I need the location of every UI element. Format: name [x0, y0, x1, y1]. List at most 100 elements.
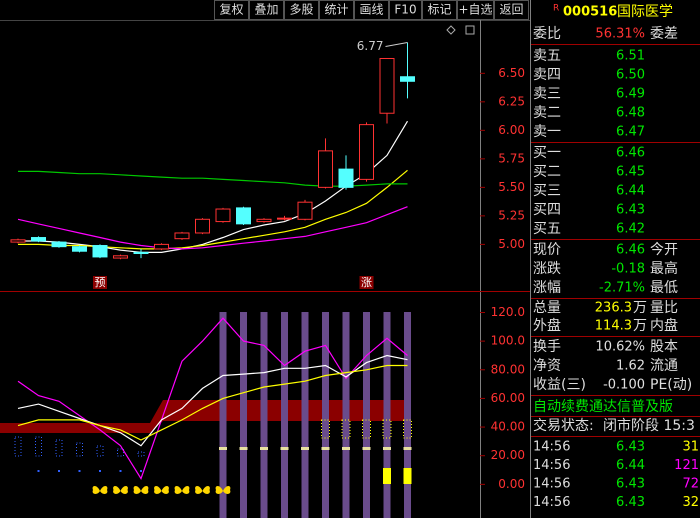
signal-box: [93, 276, 107, 289]
signal-label: 预: [95, 276, 106, 289]
row-label: 委比: [533, 26, 561, 42]
row-unit: 万: [633, 300, 647, 316]
promo-banner[interactable]: 自动续费通达信普及版: [533, 398, 673, 415]
row-label: 净资: [533, 358, 561, 374]
candle-body: [277, 217, 292, 220]
row-value: -0.100: [603, 378, 645, 393]
moving-average: [17, 206, 408, 250]
candle-body: [51, 241, 67, 248]
trade-time: 14:56: [533, 440, 570, 455]
row-label: 卖一: [533, 124, 561, 140]
y-tick-label: 5.25: [498, 208, 525, 222]
row-value: 6.51: [616, 49, 645, 64]
candle-body: [72, 246, 87, 252]
indicator-pane: 120.0 100.0 80.00 60.00 40.00 20.00 0.00: [0, 305, 525, 518]
toolbar-button[interactable]: [457, 0, 494, 20]
toolbar-button[interactable]: [354, 0, 389, 20]
signal-tick: [280, 447, 289, 450]
toolbar: 复权 叠加 多股 统计 画线 F10 标记 +自选 返回: [214, 0, 529, 20]
toolbar-label[interactable]: 返回: [499, 3, 523, 17]
toolbar-label[interactable]: 复权: [219, 3, 243, 17]
row-value: -2.71%: [599, 281, 645, 296]
moving-average: [18, 120, 409, 253]
toolbar-button[interactable]: [249, 0, 284, 20]
toolbar-label[interactable]: 统计: [324, 3, 348, 17]
candle-body: [318, 150, 333, 188]
butterfly-icon: [92, 486, 108, 494]
signal-tick: [403, 447, 412, 450]
candle-body: [400, 76, 415, 82]
candle-body: [31, 237, 46, 242]
row-unit: 万: [633, 318, 647, 334]
row-value: 6.46: [616, 243, 645, 258]
square-icon[interactable]: [465, 25, 475, 35]
candle-body: [174, 232, 190, 240]
candle-body: [195, 218, 210, 234]
butterfly-icon: [113, 486, 128, 494]
trade-time: 14:56: [533, 495, 570, 510]
signal-column: [322, 312, 329, 518]
signal-column: [383, 312, 391, 518]
toolbar-label[interactable]: +自选: [458, 3, 492, 17]
row-extra: PE(动): [650, 377, 692, 393]
moving-average: [18, 169, 408, 250]
y-tick-label: 6.25: [498, 94, 525, 108]
toolbar-label[interactable]: 标记: [427, 3, 451, 17]
status-label: 交易状态:: [533, 417, 594, 434]
dotted-box: [403, 419, 412, 439]
row-extra: 最高: [650, 260, 678, 277]
price-pane: 6.50 6.25 6.00 5.75 5.50 5.25 5.00 预 涨 6.77: [10, 39, 525, 289]
toolbar-button[interactable]: [214, 0, 249, 20]
row-extra: 委差: [650, 26, 678, 42]
dotted-box: [341, 419, 351, 439]
row-label: 涨幅: [533, 280, 561, 296]
y-tick-label: 0.00: [498, 477, 525, 491]
y-tick-label: 6.50: [498, 66, 525, 80]
row-label: 卖五: [533, 48, 561, 64]
row-label: 买一: [533, 145, 561, 161]
toolbar-label[interactable]: 叠加: [254, 3, 278, 17]
candle-body: [133, 251, 149, 255]
trade-volume: 72: [682, 477, 699, 492]
row-label: 外盘: [533, 317, 561, 334]
row-value: 6.42: [616, 222, 645, 237]
signal-tick: [342, 447, 350, 450]
row-value: 6.45: [616, 165, 645, 180]
signal-column: [260, 312, 268, 518]
high-label: 6.77: [357, 39, 384, 53]
candle-body: [92, 245, 108, 258]
trade-volume: 121: [674, 458, 699, 473]
signal-column: [342, 312, 350, 518]
diamond-icon[interactable]: [446, 25, 456, 35]
row-value: -0.18: [611, 262, 645, 277]
volume-block: [403, 468, 412, 484]
toolbar-button[interactable]: [284, 0, 319, 20]
toolbar-label[interactable]: F10: [394, 3, 416, 17]
toolbar-button[interactable]: [319, 0, 354, 20]
row-label: 卖四: [533, 67, 561, 83]
toolbar-button[interactable]: [494, 0, 529, 20]
signal-column: [363, 312, 370, 518]
blue-box: [117, 448, 124, 457]
toolbar-label[interactable]: 画线: [359, 3, 383, 17]
trade-time: 14:56: [533, 458, 570, 473]
signal-column: [281, 312, 288, 518]
signal-column: [219, 312, 227, 518]
y-tick-label: 5.50: [498, 180, 525, 194]
toolbar-button[interactable]: [422, 0, 457, 20]
candle-body: [359, 124, 374, 180]
butterfly-icon: [215, 486, 231, 494]
dotted-box: [382, 419, 392, 439]
signal-box: [359, 276, 374, 289]
toolbar-label[interactable]: 多股: [289, 3, 313, 17]
row-label: 现价: [533, 242, 561, 258]
dotted-box: [321, 419, 330, 439]
y-tick-label: 5.00: [498, 237, 525, 251]
row-label: 买五: [533, 221, 561, 237]
blue-box: [14, 436, 22, 457]
signal-column: [301, 312, 309, 518]
toolbar-button[interactable]: [389, 0, 422, 20]
blue-dot: [140, 470, 142, 472]
stock-name: 国际医学: [617, 4, 673, 20]
trade-price: 6.43: [616, 477, 645, 492]
